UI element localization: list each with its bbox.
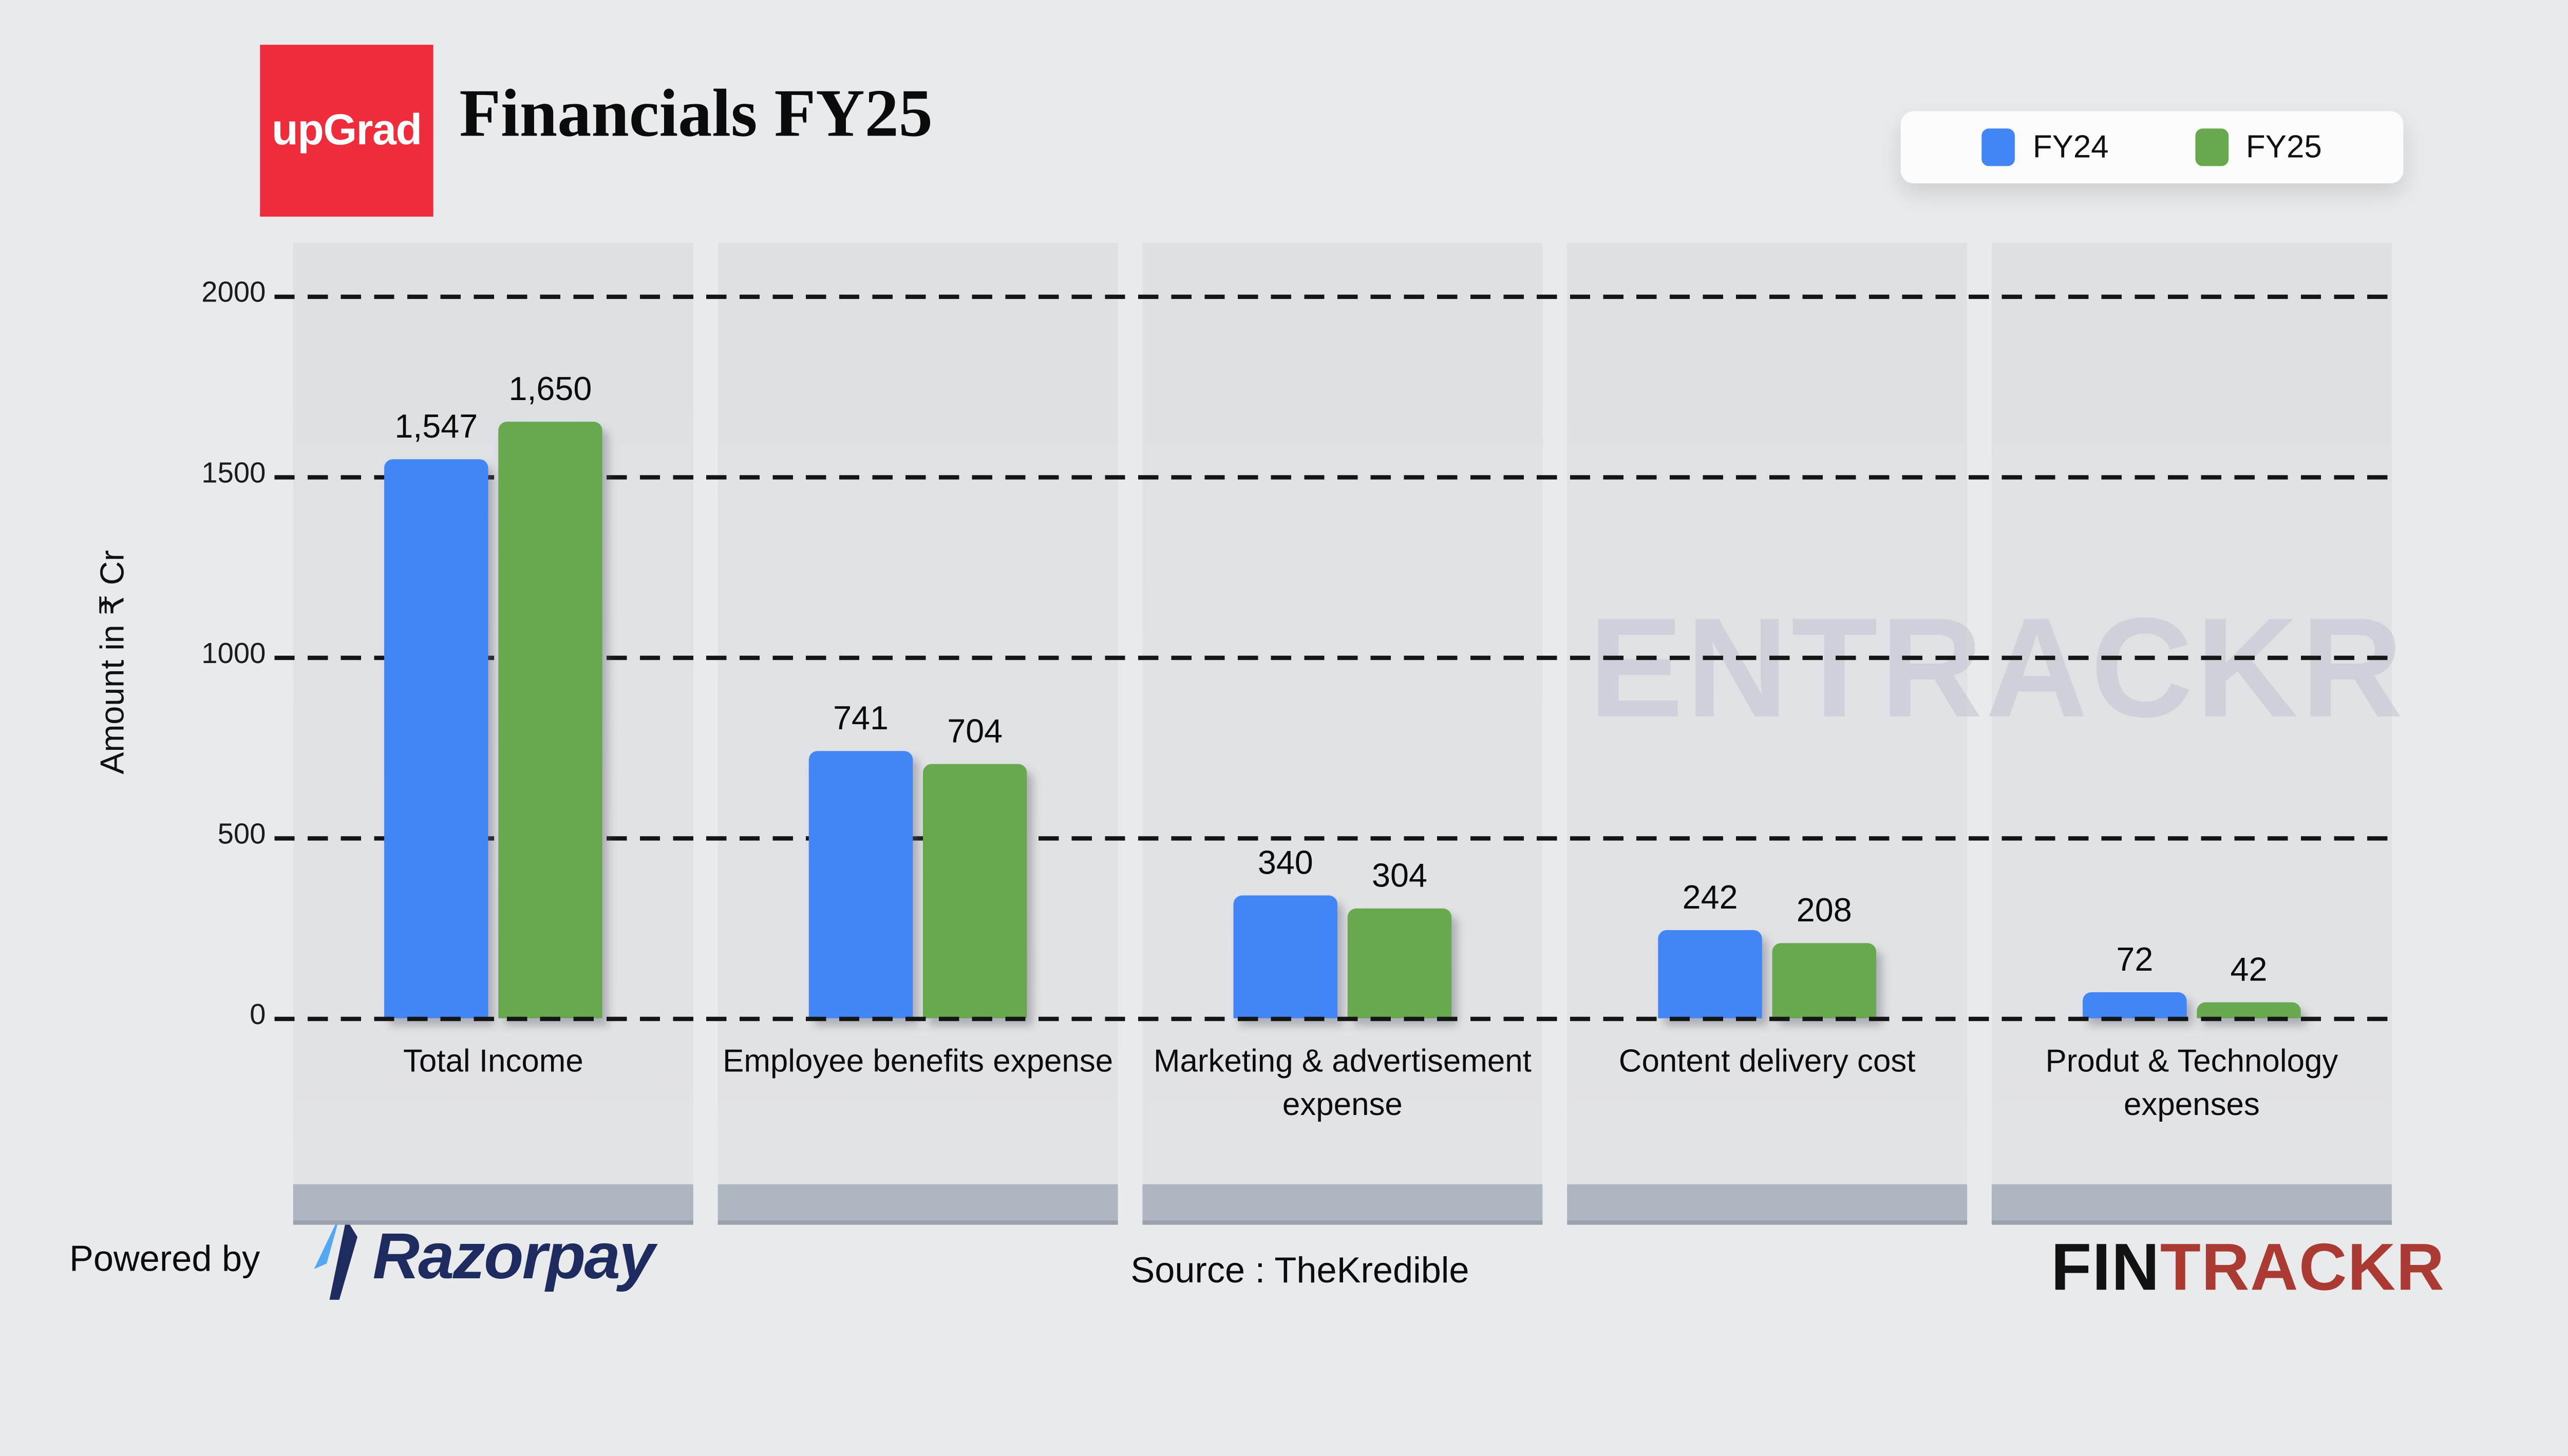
fintrackr-fin-text: FIN bbox=[2051, 1229, 2160, 1304]
fintrackr-trackr-text: TRACKR bbox=[2160, 1229, 2445, 1304]
panel-base-strip bbox=[1991, 1184, 2392, 1225]
razorpay-logo-text: Razorpay bbox=[372, 1219, 655, 1293]
y-tick-label-1500: 1500 bbox=[201, 458, 266, 490]
panel-base-strip bbox=[717, 1184, 1118, 1225]
panel-base-strip bbox=[293, 1184, 693, 1225]
bar-fy25-3 bbox=[1347, 908, 1452, 1018]
category-panel-4: 242 208 Content delivery cost bbox=[1567, 242, 1968, 1225]
gridline-1500 bbox=[274, 474, 2392, 479]
bar-value-label-fy25-1: 1,650 bbox=[508, 369, 592, 408]
y-tick-label-0: 0 bbox=[250, 999, 266, 1031]
legend-label-fy25: FY25 bbox=[2245, 128, 2322, 165]
category-panel-5: 72 42 Produt & Technology expenses bbox=[1991, 242, 2392, 1225]
bar-fy24-5 bbox=[2083, 992, 2187, 1018]
bar-fy25-4 bbox=[1772, 943, 1876, 1018]
y-tick-label-2000: 2000 bbox=[201, 277, 266, 309]
bar-fy24-3 bbox=[1233, 895, 1338, 1018]
bar-fy24-2 bbox=[808, 751, 913, 1018]
bar-value-label-fy24-2: 741 bbox=[833, 699, 889, 737]
upgrad-logo-text: upGrad bbox=[272, 106, 422, 154]
bar-value-label-fy25-2: 704 bbox=[947, 712, 1003, 750]
watermark: ENTRACKR bbox=[1589, 588, 2406, 747]
category-label-3: Marketing & advertisement expense bbox=[1153, 1043, 1532, 1122]
y-axis-title: Amount in ₹ Cr bbox=[93, 550, 131, 774]
bar-value-label-fy24-1: 1,547 bbox=[394, 407, 478, 445]
bar-fy25-1 bbox=[498, 422, 602, 1018]
gridline-2000 bbox=[274, 294, 2392, 298]
category-label-2: Employee benefits expense bbox=[723, 1043, 1113, 1079]
legend-swatch-fy25-icon bbox=[2195, 128, 2229, 166]
bar-value-label-fy25-3: 304 bbox=[1372, 856, 1427, 894]
bar-value-label-fy24-4: 242 bbox=[1682, 878, 1738, 916]
fintrackr-logo: FINTRACKR bbox=[2051, 1227, 2445, 1306]
page-title: Financials FY25 bbox=[459, 77, 933, 152]
bar-fy25-5 bbox=[2197, 1002, 2301, 1018]
bar-value-label-fy24-5: 72 bbox=[2116, 940, 2154, 978]
bar-value-label-fy24-3: 340 bbox=[1257, 843, 1313, 881]
legend-swatch-fy24-icon bbox=[1982, 128, 2016, 166]
category-label-5: Produt & Technology expenses bbox=[2045, 1043, 2338, 1122]
gridline-0 bbox=[274, 1016, 2392, 1020]
y-tick-label-1000: 1000 bbox=[201, 638, 266, 670]
legend-item-fy24: FY24 bbox=[1982, 128, 2109, 166]
category-panel-1: 1,547 1,650 Total Income bbox=[293, 242, 693, 1225]
category-panel-2: 741 704 Employee benefits expense bbox=[717, 242, 1118, 1225]
y-tick-label-500: 500 bbox=[217, 819, 266, 851]
bar-fy24-4 bbox=[1658, 930, 1762, 1018]
bar-value-label-fy25-5: 42 bbox=[2230, 950, 2268, 988]
chart-panels: 1,547 1,650 Total Income 741 704 Employee ben… bbox=[293, 242, 2392, 1225]
bar-fy25-2 bbox=[922, 764, 1027, 1018]
bar-fy24-1 bbox=[384, 459, 488, 1018]
bar-value-label-fy25-4: 208 bbox=[1796, 891, 1852, 929]
razorpay-arrow-icon bbox=[314, 1213, 357, 1300]
category-label-1: Total Income bbox=[403, 1043, 583, 1079]
gridline-1000 bbox=[274, 655, 2392, 659]
chart-legend: FY24 FY25 bbox=[1900, 111, 2404, 184]
upgrad-logo: upGrad bbox=[260, 45, 433, 217]
powered-by-label: Powered by bbox=[69, 1239, 260, 1280]
source-label: Source : TheKredible bbox=[1130, 1251, 1469, 1292]
gridline-500 bbox=[274, 835, 2392, 840]
infographic-canvas: upGrad Financials FY25 FY24 FY25 Amount … bbox=[69, 45, 2445, 1306]
legend-label-fy24: FY24 bbox=[2032, 128, 2109, 165]
panel-base-strip bbox=[1567, 1184, 1968, 1225]
category-panel-3: 340 304 Marketing & advertisement expense bbox=[1142, 242, 1543, 1225]
category-label-4: Content delivery cost bbox=[1618, 1043, 1916, 1079]
razorpay-logo: Razorpay bbox=[306, 1213, 655, 1300]
panel-base-strip bbox=[1142, 1184, 1543, 1225]
legend-item-fy25: FY25 bbox=[2195, 128, 2322, 166]
